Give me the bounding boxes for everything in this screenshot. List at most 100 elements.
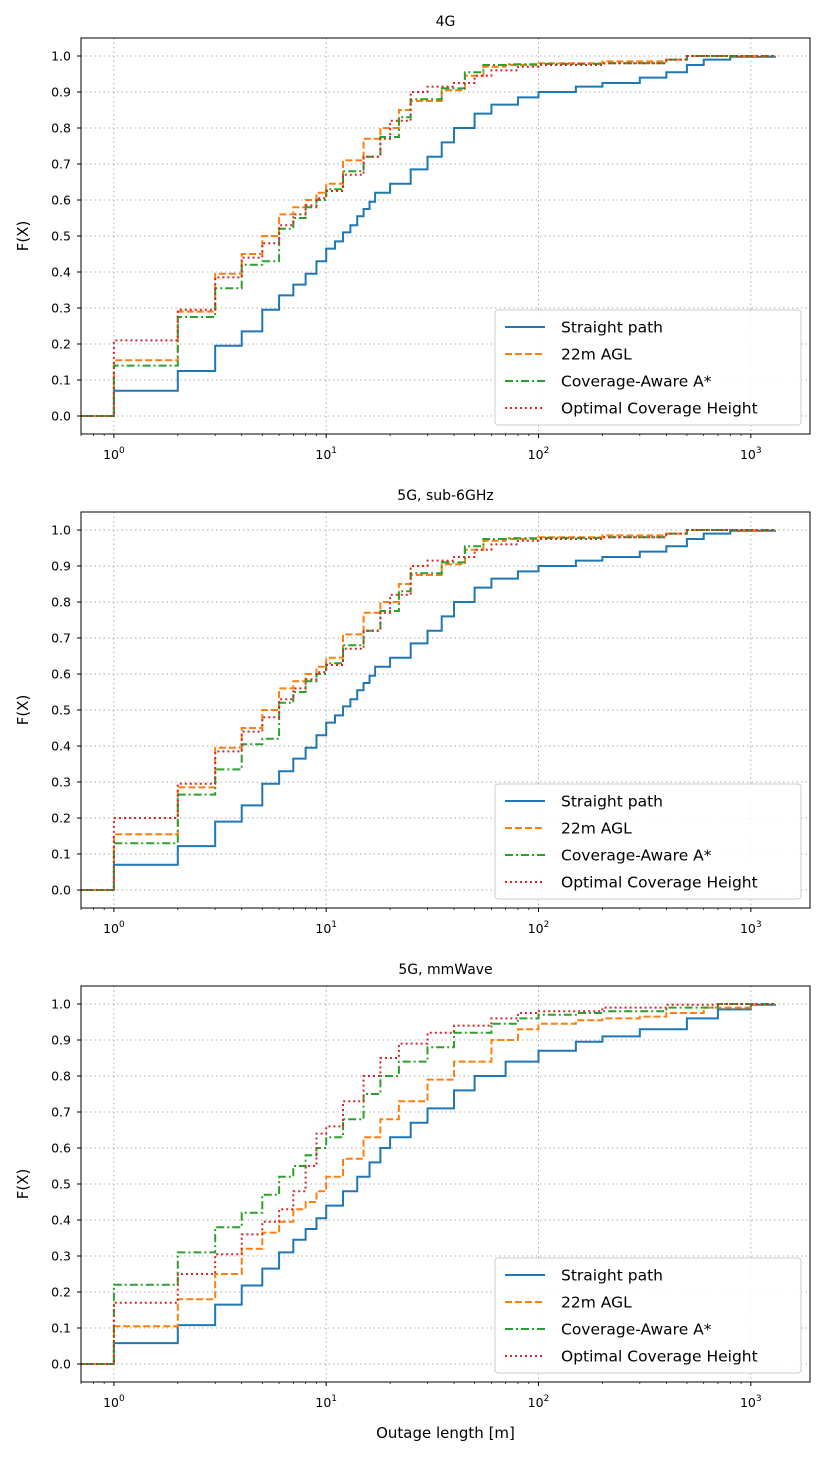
x-axis: 100 101 102 103 bbox=[80, 434, 762, 462]
x-tick-exponent: 3 bbox=[756, 920, 762, 930]
y-tick-label: 0.5 bbox=[51, 703, 71, 718]
series-line-coverage-aware-a bbox=[81, 529, 776, 891]
x-axis: 100 101 102 103 bbox=[80, 1382, 762, 1410]
y-axis: 0.0 0.1 0.2 0.3 0.4 0.5 0.6 0.7 0.8 0.9 1.0 bbox=[51, 49, 81, 424]
x-tick-label: 102 bbox=[528, 1394, 550, 1410]
x-tick-exponent: 1 bbox=[331, 920, 337, 930]
legend-label: Straight path bbox=[561, 1267, 663, 1285]
x-tick-exponent: 1 bbox=[331, 1394, 337, 1404]
y-tick-label: 0.4 bbox=[51, 265, 71, 280]
y-tick-label: 0.9 bbox=[51, 559, 71, 574]
x-tick-base: 10 bbox=[103, 1395, 119, 1410]
x-tick-exponent: 2 bbox=[544, 446, 550, 456]
y-tick-label: 0.8 bbox=[51, 1069, 71, 1084]
y-tick-label: 0.6 bbox=[51, 1141, 71, 1156]
y-tick-label: 0.9 bbox=[51, 85, 71, 100]
y-tick-label: 0.4 bbox=[51, 1213, 71, 1228]
legend-label: Coverage-Aware A* bbox=[561, 373, 712, 391]
x-tick-base: 10 bbox=[315, 1395, 331, 1410]
x-tick-exponent: 3 bbox=[756, 1394, 762, 1404]
series-line-coverage-aware-a bbox=[81, 55, 776, 417]
series-line-22m-agl bbox=[81, 1003, 776, 1365]
chart-title: 5G, sub-6GHz bbox=[397, 488, 493, 504]
y-tick-label: 0.2 bbox=[51, 1285, 71, 1300]
x-tick-base: 10 bbox=[315, 447, 331, 462]
series-line-coverage-aware-a bbox=[81, 1003, 776, 1365]
y-axis-label: F(X) bbox=[14, 695, 32, 726]
x-tick-base: 10 bbox=[740, 447, 756, 462]
x-tick-label: 101 bbox=[315, 446, 337, 462]
x-tick-label: 100 bbox=[103, 446, 125, 462]
x-tick-exponent: 1 bbox=[331, 446, 337, 456]
y-tick-label: 0.6 bbox=[51, 667, 71, 682]
y-tick-label: 0.3 bbox=[51, 775, 71, 790]
y-tick-label: 0.9 bbox=[51, 1033, 71, 1048]
x-tick-exponent: 0 bbox=[119, 446, 125, 456]
y-axis-label: F(X) bbox=[14, 1169, 32, 1200]
series-line-straight-path bbox=[81, 1003, 777, 1365]
x-tick-label: 101 bbox=[315, 1394, 337, 1410]
series-lines bbox=[81, 1003, 777, 1365]
y-tick-label: 0.8 bbox=[51, 121, 71, 136]
legend-label: 22m AGL bbox=[561, 1294, 632, 1312]
legend-label: 22m AGL bbox=[561, 820, 632, 838]
series-line-straight-path bbox=[81, 529, 777, 891]
x-tick-exponent: 0 bbox=[119, 920, 125, 930]
y-tick-label: 0.3 bbox=[51, 1249, 71, 1264]
x-tick-label: 102 bbox=[528, 446, 550, 462]
y-axis: 0.0 0.1 0.2 0.3 0.4 0.5 0.6 0.7 0.8 0.9 1.0 bbox=[51, 523, 81, 898]
y-axis: 0.0 0.1 0.2 0.3 0.4 0.5 0.6 0.7 0.8 0.9 1.0 bbox=[51, 997, 81, 1372]
y-tick-label: 0.0 bbox=[51, 1357, 71, 1372]
x-tick-exponent: 0 bbox=[119, 1394, 125, 1404]
y-tick-label: 0.8 bbox=[51, 595, 71, 610]
series-line-optimal-coverage-height bbox=[81, 55, 776, 417]
y-tick-label: 1.0 bbox=[51, 49, 71, 64]
legend: Straight path 22m AGL Coverage-Aware A* Opt… bbox=[494, 1257, 802, 1374]
x-tick-base: 10 bbox=[740, 1395, 756, 1410]
legend-box bbox=[494, 783, 802, 900]
legend-box bbox=[494, 1257, 802, 1374]
y-tick-label: 0.7 bbox=[51, 631, 71, 646]
legend-label: Straight path bbox=[561, 319, 663, 337]
y-tick-label: 0.1 bbox=[51, 373, 71, 388]
x-tick-exponent: 2 bbox=[544, 920, 550, 930]
x-axis-label: Outage length [m] bbox=[376, 1424, 515, 1442]
legend-label: Straight path bbox=[561, 793, 663, 811]
chart-title: 5G, mmWave bbox=[398, 962, 492, 978]
y-tick-label: 1.0 bbox=[51, 997, 71, 1012]
x-tick-exponent: 3 bbox=[756, 446, 762, 456]
legend: Straight path 22m AGL Coverage-Aware A* Opt… bbox=[494, 783, 802, 900]
legend: Straight path 22m AGL Coverage-Aware A* Opt… bbox=[494, 309, 802, 426]
legend-box bbox=[494, 309, 802, 426]
x-tick-label: 102 bbox=[528, 920, 550, 936]
series-line-straight-path bbox=[81, 55, 777, 417]
series-line-optimal-coverage-height bbox=[81, 529, 776, 891]
y-tick-label: 0.2 bbox=[51, 337, 71, 352]
x-tick-label: 100 bbox=[103, 920, 125, 936]
legend-label: Optimal Coverage Height bbox=[561, 1348, 758, 1366]
legend-label: Coverage-Aware A* bbox=[561, 847, 712, 865]
y-tick-label: 1.0 bbox=[51, 523, 71, 538]
y-axis-label: F(X) bbox=[14, 221, 32, 252]
series-line-optimal-coverage-height bbox=[81, 1003, 776, 1365]
y-tick-label: 0.4 bbox=[51, 739, 71, 754]
x-tick-base: 10 bbox=[103, 447, 119, 462]
y-tick-label: 0.0 bbox=[51, 409, 71, 424]
y-tick-label: 0.2 bbox=[51, 811, 71, 826]
y-tick-label: 0.0 bbox=[51, 883, 71, 898]
legend-label: Optimal Coverage Height bbox=[561, 874, 758, 892]
x-tick-base: 10 bbox=[740, 921, 756, 936]
x-tick-base: 10 bbox=[528, 447, 544, 462]
y-tick-label: 0.5 bbox=[51, 1177, 71, 1192]
y-tick-label: 0.7 bbox=[51, 157, 71, 172]
legend-label: 22m AGL bbox=[561, 346, 632, 364]
y-tick-label: 0.6 bbox=[51, 193, 71, 208]
x-tick-base: 10 bbox=[528, 1395, 544, 1410]
x-tick-label: 101 bbox=[315, 920, 337, 936]
x-tick-label: 103 bbox=[740, 446, 762, 462]
legend-label: Optimal Coverage Height bbox=[561, 400, 758, 418]
y-tick-label: 0.7 bbox=[51, 1105, 71, 1120]
